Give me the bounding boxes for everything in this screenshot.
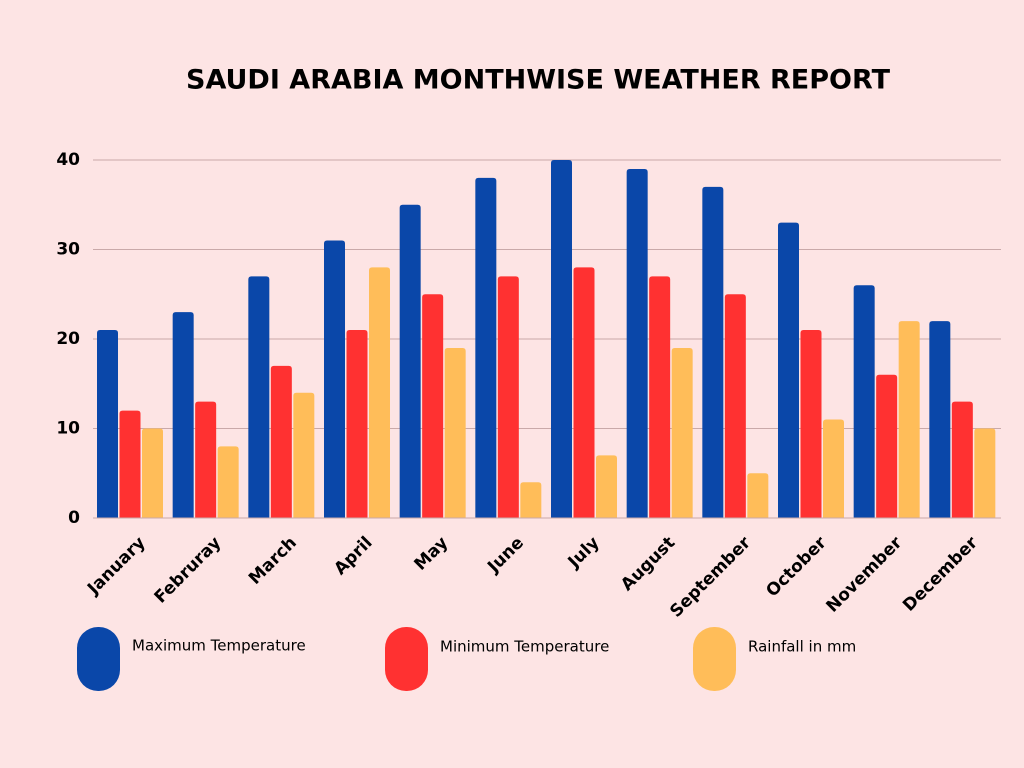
legend-label: Minimum Temperature <box>440 638 609 656</box>
bar <box>119 410 141 518</box>
bar <box>172 312 194 518</box>
y-tick-label: 20 <box>56 329 80 349</box>
bar <box>778 222 799 518</box>
bar <box>270 365 292 518</box>
bar <box>346 330 368 518</box>
bar <box>671 347 693 518</box>
bar <box>195 401 217 518</box>
legend-label: Maximum Temperature <box>132 637 306 655</box>
bar <box>248 276 270 518</box>
bar <box>293 392 315 518</box>
legend-label: Rainfall in mm <box>748 638 856 656</box>
bar <box>626 168 648 518</box>
y-tick-label: 30 <box>56 240 80 260</box>
y-tick-label: 40 <box>56 150 80 170</box>
bar <box>444 347 466 518</box>
bar <box>876 374 898 518</box>
legend-swatch <box>385 627 428 691</box>
bar <box>475 177 497 518</box>
chart-title: SAUDI ARABIA MONTHWISE WEATHER REPORT <box>186 65 891 96</box>
bar <box>898 321 920 518</box>
bar <box>702 186 724 518</box>
bar <box>951 401 973 518</box>
bar <box>573 267 595 518</box>
bar <box>853 285 875 518</box>
y-tick-label: 0 <box>68 508 80 528</box>
y-tick-label: 10 <box>56 419 80 439</box>
bar <box>724 294 746 518</box>
bar <box>520 482 542 518</box>
bar <box>97 330 118 518</box>
bar <box>324 240 345 519</box>
bar <box>974 428 996 518</box>
bar <box>747 473 769 518</box>
bar <box>551 160 572 518</box>
bar <box>800 330 822 518</box>
bar <box>823 419 844 518</box>
legend-swatch <box>77 627 120 691</box>
bar <box>399 204 421 518</box>
bar <box>497 276 519 518</box>
bar <box>217 446 239 518</box>
legend-swatch <box>693 627 736 691</box>
bar <box>142 428 163 518</box>
bar <box>369 267 390 518</box>
bar <box>929 321 951 518</box>
bar <box>596 455 617 518</box>
bar <box>649 276 671 518</box>
bar <box>422 294 444 518</box>
